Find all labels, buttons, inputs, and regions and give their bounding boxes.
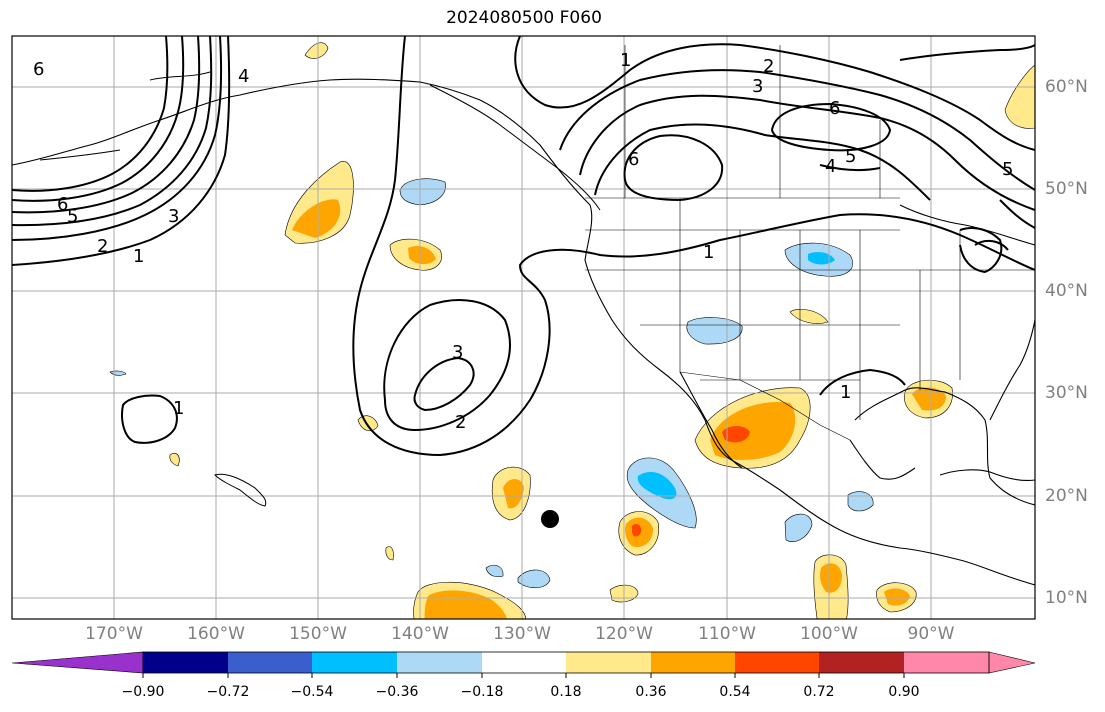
lon-label-150w: 150°W [289, 624, 347, 644]
contour-label: 3 [452, 342, 463, 363]
anomaly-fills [109, 42, 1035, 619]
contour-label: 5 [67, 206, 78, 227]
lat-label-20n: 20°N [1045, 486, 1088, 506]
lon-label-100w: 100°W [800, 624, 858, 644]
contour-label: 5 [845, 146, 856, 167]
colorbar-tick-label: 0.72 [803, 684, 835, 700]
lon-label-140w: 140°W [391, 624, 449, 644]
lon-label-110w: 110°W [698, 624, 756, 644]
contour-label: 1 [133, 246, 144, 267]
contour-lines [12, 36, 1035, 457]
lon-label-130w: 130°W [493, 624, 551, 644]
contour-label: 6 [57, 194, 68, 215]
lon-label-120w: 120°W [595, 624, 653, 644]
colorbar-tick-label: −0.72 [206, 684, 250, 700]
contour-label: 1 [620, 50, 631, 71]
colorbar-tick-label: 0.90 [888, 684, 920, 700]
lon-label-90w: 90°W [907, 624, 955, 644]
map-border [11, 35, 1036, 620]
storm-center-marker [541, 510, 559, 528]
contour-label: 5 [1002, 159, 1013, 180]
contour-label: 6 [829, 98, 840, 119]
contour-label: 3 [752, 76, 763, 97]
contour-label: 4 [238, 66, 249, 87]
lat-label-10n: 10°N [1045, 588, 1088, 608]
coastlines [12, 78, 1035, 586]
lat-label-60n: 60°N [1045, 77, 1088, 97]
colorbar-tick-label: 0.36 [635, 684, 667, 700]
lon-label-160w: 160°W [187, 624, 245, 644]
islands [39, 71, 601, 507]
colorbar-tick-label: −0.18 [460, 684, 504, 700]
colorbar-tick-label: −0.90 [121, 684, 165, 700]
contour-label: 3 [168, 206, 179, 227]
contour-label: 1 [703, 242, 714, 263]
contour-label: 2 [97, 236, 108, 257]
contour-label-layer: 1 2 3 6 5 4 6 2 3 6 6 5 4 1 1 3 2 1 1 5 [33, 50, 1013, 433]
lat-label-40n: 40°N [1045, 281, 1088, 301]
colorbar-tick-label: 0.18 [550, 684, 582, 700]
graticule [12, 36, 1035, 619]
contour-label: 6 [33, 59, 44, 80]
contour-label: 4 [825, 156, 836, 177]
contour-label: 2 [455, 412, 466, 433]
contour-label: 1 [840, 382, 851, 403]
contour-label: 2 [763, 56, 774, 77]
lat-label-30n: 30°N [1045, 383, 1088, 403]
colorbar-tick-label: −0.36 [375, 684, 419, 700]
map-title: 2024080500 F060 [446, 8, 602, 28]
contour-label: 6 [628, 149, 639, 170]
colorbar [11, 651, 1036, 678]
colorbar-tick-label: −0.54 [290, 684, 334, 700]
political-borders [585, 45, 1035, 441]
colorbar-tick-label: 0.54 [719, 684, 751, 700]
contour-label: 1 [173, 398, 184, 419]
lat-label-50n: 50°N [1045, 179, 1088, 199]
lon-label-170w: 170°W [85, 624, 143, 644]
